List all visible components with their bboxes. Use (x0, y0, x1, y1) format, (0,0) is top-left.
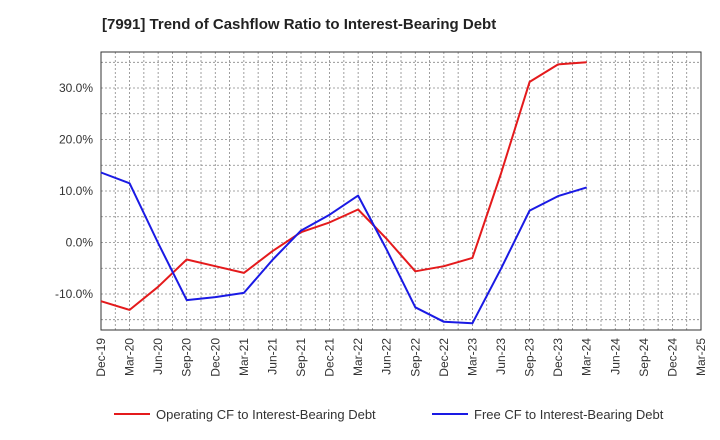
x-tick-label: Jun-22 (380, 338, 394, 375)
grid-layer (100, 52, 702, 330)
legend: Operating CF to Interest-Bearing Debt Fre… (114, 407, 664, 422)
y-tick-label: -10.0% (55, 287, 93, 301)
x-tick-label: Sep-24 (637, 338, 651, 377)
y-tick-label: 0.0% (66, 235, 94, 249)
x-tick-label: Sep-20 (180, 338, 194, 377)
x-tick-label: Mar-24 (580, 338, 594, 376)
x-tick-label: Mar-21 (237, 338, 251, 376)
x-tick-label: Jun-21 (265, 338, 279, 375)
x-tick-label: Mar-22 (351, 338, 365, 376)
x-tick-label: Sep-21 (294, 338, 308, 377)
x-tick-label: Sep-22 (408, 338, 422, 377)
x-tick-label: Jun-24 (608, 338, 622, 375)
series-layer (100, 61, 587, 325)
x-tick-label: Jun-20 (151, 338, 165, 375)
legend-label-1: Operating CF to Interest-Bearing Debt (156, 407, 376, 422)
x-tick-label: Dec-20 (208, 338, 222, 377)
legend-label-2: Free CF to Interest-Bearing Debt (474, 407, 664, 422)
series-line-2 (100, 171, 587, 325)
y-tick-label: 20.0% (59, 133, 93, 147)
x-tick-label: Dec-23 (551, 338, 565, 377)
y-tick-label: 30.0% (59, 81, 93, 95)
x-tick-label: Mar-25 (694, 338, 708, 376)
series-line-1 (100, 61, 587, 311)
y-tick-label: 10.0% (59, 184, 93, 198)
x-tick-label: Dec-19 (94, 338, 108, 377)
x-tick-label: Mar-23 (465, 338, 479, 376)
chart-title: [7991] Trend of Cashflow Ratio to Intere… (102, 16, 497, 33)
plot-border (100, 51, 702, 331)
x-tick-label: Sep-23 (523, 338, 537, 377)
x-tick-label: Dec-24 (665, 338, 679, 377)
axis-layer: -10.0% 0.0% 10.0% 20.0% 30.0% Dec-19 Mar-20 Jun… (55, 51, 708, 377)
x-tick-label: Jun-23 (494, 338, 508, 375)
x-tick-label: Dec-22 (437, 338, 451, 377)
x-tick-label: Mar-20 (123, 338, 137, 376)
x-tick-label: Dec-21 (323, 338, 337, 377)
